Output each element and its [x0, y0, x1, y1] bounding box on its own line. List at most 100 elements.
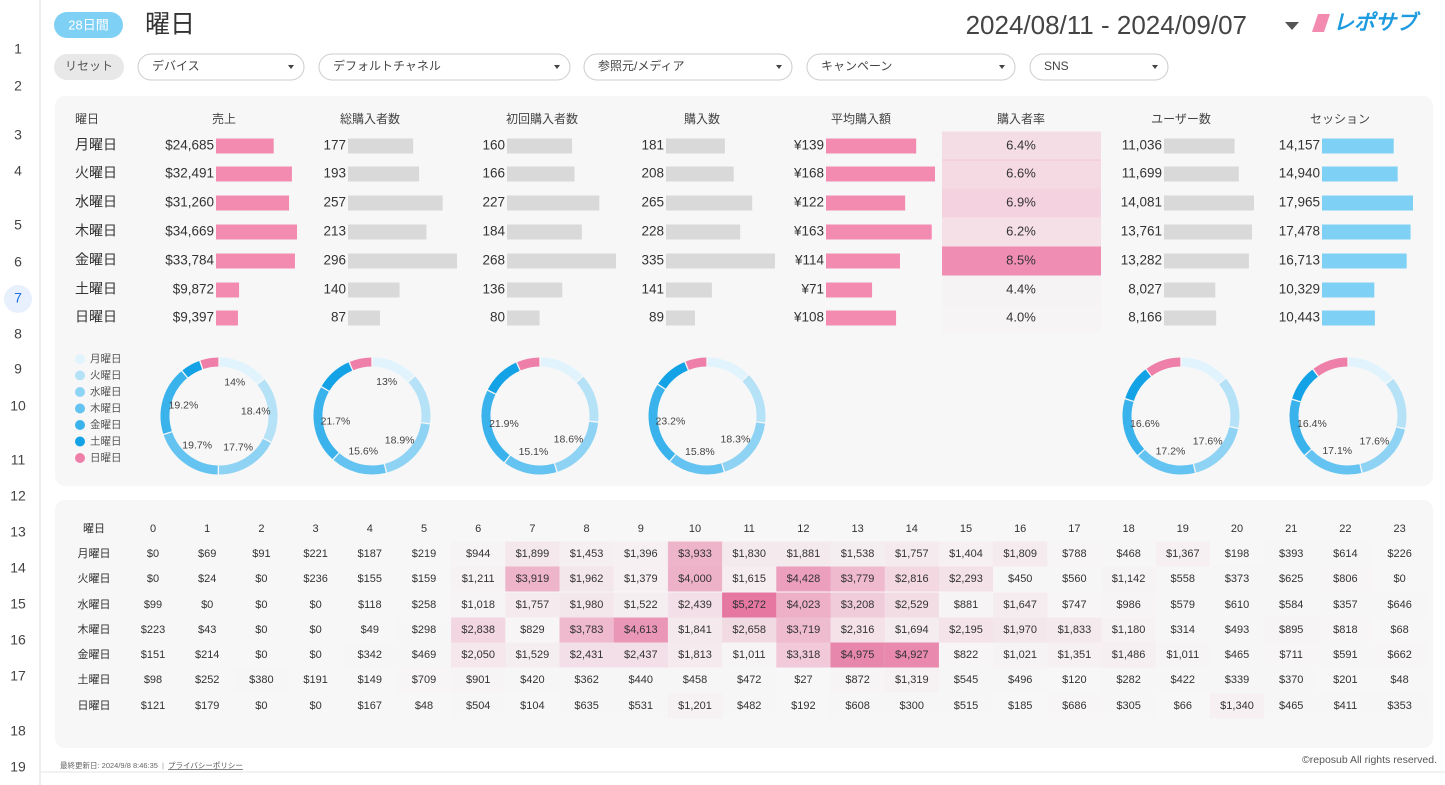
- donut-label: 17.2%: [1156, 445, 1186, 457]
- filter-label[interactable]: 参照元/メディア: [598, 58, 685, 73]
- heatmap-cell: [667, 642, 723, 668]
- cell-value: 87: [331, 310, 346, 325]
- heatmap-value: $393: [1279, 548, 1303, 560]
- donut-label: 21.9%: [489, 418, 519, 430]
- cell-bar: [507, 282, 563, 298]
- rate-value: 6.4%: [1006, 137, 1036, 152]
- cell-bar: [1164, 310, 1217, 326]
- cell-bar: [216, 282, 240, 298]
- filter-label[interactable]: SNS: [1044, 59, 1069, 73]
- donut-segment: [218, 438, 271, 475]
- heatmap-value: $167: [358, 700, 382, 712]
- day-label: 月曜日: [75, 137, 117, 153]
- day-label: 水曜日: [75, 194, 117, 210]
- heatmap-value: $1,404: [949, 548, 983, 560]
- heatmap-value: $0: [255, 624, 267, 636]
- reset-button[interactable]: [54, 54, 124, 80]
- donut-label: 18.3%: [721, 433, 751, 445]
- cell-bar: [216, 138, 274, 154]
- filter-arrow[interactable]: [999, 65, 1005, 69]
- heatmap-value: $469: [412, 649, 436, 661]
- heatmap-value: $3,783: [570, 624, 604, 636]
- cell-value: 136: [482, 282, 505, 297]
- heatmap-value: $5,272: [732, 599, 766, 611]
- heatmap-value: $1,980: [570, 599, 604, 611]
- heatmap-value: $120: [1062, 674, 1086, 686]
- cell-bar: [348, 282, 400, 298]
- heatmap-value: $0: [309, 649, 321, 661]
- filter-label[interactable]: デバイス: [152, 58, 200, 73]
- cell-bar: [1322, 195, 1413, 211]
- footer-separator: |: [162, 761, 164, 770]
- donut-segment: [1122, 399, 1145, 456]
- cell-value: 177: [323, 138, 346, 153]
- row-number: 9: [14, 361, 22, 377]
- filter-label[interactable]: キャンペーン: [821, 59, 892, 73]
- cell-value: 14,081: [1121, 195, 1162, 210]
- heatmap-value: $458: [683, 674, 707, 686]
- heatmap-cell: [830, 541, 885, 567]
- cell-value: 160: [482, 138, 505, 153]
- cell-value: 11,036: [1122, 138, 1162, 153]
- heatmap-cell: [884, 667, 939, 693]
- filter-dropdown[interactable]: [806, 53, 1016, 81]
- cell-bar: [507, 138, 573, 154]
- filter-arrow[interactable]: [554, 65, 560, 69]
- filter-dropdown[interactable]: [1029, 53, 1169, 81]
- heatmap-value: $223: [141, 624, 165, 636]
- hour-label: 1: [204, 523, 210, 535]
- heatmap-cell: [993, 592, 1048, 618]
- cell-value: 193: [323, 166, 346, 181]
- cell-value: 141: [641, 282, 664, 297]
- heatmap-cell: [559, 592, 614, 618]
- heatmap-cell: [884, 566, 939, 592]
- heatmap-cell: [722, 566, 777, 592]
- cell-bar: [348, 310, 381, 326]
- heatmap-value: $373: [1225, 573, 1249, 585]
- donut-label: 18.9%: [385, 434, 415, 446]
- donut-segment: [707, 357, 748, 381]
- heatmap-value: $829: [520, 624, 544, 636]
- heatmap-value: $27: [794, 674, 812, 686]
- date-range[interactable]: 2024/08/11 - 2024/09/07: [966, 10, 1247, 40]
- cell-value: ¥108: [793, 310, 824, 325]
- period-pill[interactable]: [54, 12, 123, 38]
- cell-bar: [1322, 138, 1394, 154]
- donut-segment: [1146, 357, 1181, 377]
- period-label[interactable]: 28日間: [68, 17, 108, 32]
- heatmap-value: $1,453: [570, 548, 604, 560]
- heatmap-cell: [667, 617, 723, 643]
- heatmap-value: $579: [1171, 599, 1195, 611]
- heatmap-day: 日曜日: [78, 699, 111, 712]
- row-number: 17: [10, 668, 26, 684]
- donut-label: 15.6%: [348, 446, 378, 458]
- heatmap-value: $179: [195, 700, 219, 712]
- heatmap-value: $0: [309, 700, 321, 712]
- privacy-link[interactable]: プライバシーポリシー: [168, 761, 243, 770]
- heatmap-cell: [776, 592, 831, 618]
- heatmap-value: $66: [1174, 700, 1192, 712]
- heatmap-cell: [993, 541, 1048, 567]
- heatmap-value: $986: [1116, 599, 1140, 611]
- heatmap-cell: [830, 642, 885, 668]
- filter-label[interactable]: デフォルトチャネル: [333, 58, 441, 73]
- filter-dropdown[interactable]: [583, 53, 793, 81]
- heatmap-value: $788: [1062, 548, 1086, 560]
- filter-arrow[interactable]: [288, 65, 294, 69]
- heatmap-cell: [884, 617, 939, 643]
- heatmap-day: 水曜日: [78, 598, 111, 611]
- filter-arrow[interactable]: [776, 65, 782, 69]
- hour-label: 14: [906, 523, 918, 535]
- filter-dropdown[interactable]: [137, 53, 305, 81]
- row-number-highlight: [4, 285, 32, 313]
- hour-label: 22: [1339, 523, 1351, 535]
- hour-label: 3: [313, 523, 319, 535]
- filter-arrow[interactable]: [1152, 65, 1158, 69]
- filter-dropdown[interactable]: [318, 53, 571, 81]
- date-dropdown-arrow[interactable]: [1285, 22, 1299, 30]
- donut-label: 18.6%: [554, 433, 584, 445]
- heatmap-value: $747: [1062, 599, 1086, 611]
- reset-label[interactable]: リセット: [65, 59, 113, 73]
- cell-value: ¥139: [793, 138, 824, 153]
- hour-label: 18: [1122, 523, 1134, 535]
